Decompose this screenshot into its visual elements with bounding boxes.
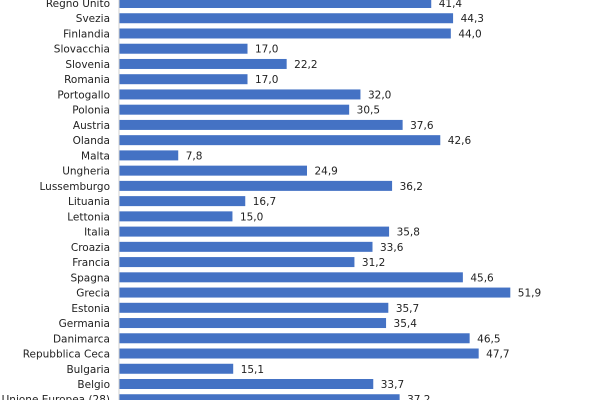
value-label: 32,0 (368, 89, 391, 101)
bar (119, 302, 389, 313)
value-label: 35,4 (394, 318, 418, 330)
value-label: 35,7 (396, 303, 419, 315)
value-label: 45,6 (470, 272, 494, 284)
bar (119, 28, 451, 39)
bar (119, 287, 511, 298)
category-label: Francia (72, 257, 110, 269)
bar (119, 119, 403, 130)
bar (119, 0, 432, 8)
bar (119, 89, 361, 100)
bar (119, 13, 454, 24)
bar (119, 379, 374, 389)
bar (119, 257, 355, 268)
category-label: Italia (84, 227, 110, 239)
bar (119, 74, 248, 85)
value-label: 17,0 (255, 44, 278, 56)
category-label: Polonia (72, 105, 110, 117)
category-label: Belgio (77, 379, 110, 391)
category-label: Bulgaria (66, 364, 110, 376)
bar (119, 43, 248, 54)
category-label: Grecia (76, 288, 110, 300)
category-label: Croazia (71, 242, 110, 254)
category-label: Lettonia (67, 211, 110, 223)
value-label: 24,9 (314, 166, 337, 178)
value-label: 46,5 (477, 333, 500, 345)
value-label: 41,4 (439, 0, 463, 10)
category-label: Unione Europea (28) (2, 394, 110, 400)
bar (119, 226, 390, 237)
bar (119, 196, 246, 207)
category-label: Lussemburgo (40, 181, 111, 193)
value-label: 7,8 (186, 150, 203, 162)
bar (119, 104, 350, 115)
value-label: 51,9 (518, 288, 541, 300)
category-label: Regno Unito (46, 0, 110, 10)
bar (119, 150, 179, 161)
value-label: 35,8 (397, 227, 420, 239)
category-label: Lituania (68, 196, 110, 208)
value-label: 47,7 (486, 349, 509, 361)
bar (119, 272, 463, 283)
bar (119, 211, 233, 222)
category-label: Svezia (76, 13, 110, 25)
category-label: Slovenia (65, 59, 110, 71)
value-label: 33,6 (380, 242, 404, 254)
value-label: 37,2 (407, 394, 430, 400)
value-label: 42,6 (448, 135, 472, 147)
bar (119, 348, 479, 359)
category-label: Slovacchia (54, 44, 110, 56)
category-label: Germania (59, 318, 110, 330)
value-label: 36,2 (400, 181, 423, 193)
category-label: Austria (73, 120, 110, 132)
bar (119, 135, 441, 146)
category-label: Olanda (73, 135, 110, 147)
value-label: 31,2 (362, 257, 385, 269)
bar (119, 58, 287, 69)
value-label: 30,5 (357, 105, 380, 117)
category-label: Spagna (70, 272, 110, 284)
value-label: 17,0 (255, 74, 278, 86)
category-label: Portogallo (57, 89, 110, 101)
category-label: Estonia (71, 303, 110, 315)
bar (119, 394, 400, 400)
value-label: 44,0 (458, 28, 481, 40)
value-label: 16,7 (253, 196, 276, 208)
category-label: Ungheria (62, 166, 110, 178)
value-label: 15,1 (241, 364, 264, 376)
value-label: 37,6 (410, 120, 434, 132)
bar (119, 180, 393, 191)
bar (119, 165, 307, 176)
bar (119, 363, 234, 374)
category-label: Danimarca (53, 333, 110, 345)
value-label: 22,2 (294, 59, 317, 71)
category-label: Malta (81, 150, 110, 162)
bar (119, 241, 373, 252)
value-label: 33,7 (381, 379, 404, 391)
bar (119, 318, 387, 329)
category-label: Romania (64, 74, 110, 86)
bar (119, 333, 470, 344)
value-label: 15,0 (240, 211, 263, 223)
category-label: Repubblica Ceca (23, 349, 110, 361)
value-label: 44,3 (461, 13, 484, 25)
category-label: Finlandia (63, 28, 110, 40)
